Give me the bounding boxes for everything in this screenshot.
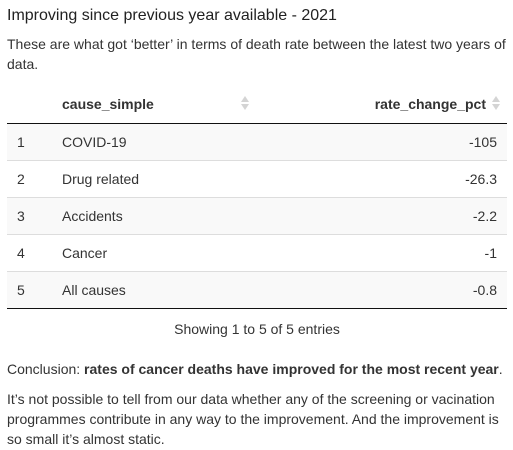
table-row[interactable]: 3 Accidents -2.2 xyxy=(7,197,507,234)
table-row[interactable]: 2 Drug related -26.3 xyxy=(7,160,507,197)
row-index: 4 xyxy=(17,245,25,261)
rate-change-cell: -26.3 xyxy=(465,171,497,187)
conclusion-prefix: Conclusion: xyxy=(7,361,85,377)
table-header: cause_simple rate_change_pct xyxy=(7,84,507,124)
data-table: cause_simple rate_change_pct 1 COVID-19 … xyxy=(7,84,507,309)
rate-change-cell: -105 xyxy=(468,134,497,150)
table-info: Showing 1 to 5 of 5 entries xyxy=(174,321,340,337)
conclusion-text: Conclusion: rates of cancer deaths have … xyxy=(7,359,512,379)
table-row[interactable]: 4 Cancer -1 xyxy=(7,234,507,271)
row-index: 2 xyxy=(17,171,25,187)
row-index: 3 xyxy=(17,208,25,224)
column-header-cause-simple[interactable]: cause_simple xyxy=(62,96,154,112)
rate-change-cell: -1 xyxy=(484,245,497,261)
explanation-paragraph: It’s not possible to tell from our data … xyxy=(7,391,499,447)
rate-change-cell: -2.2 xyxy=(472,208,497,224)
sort-icon[interactable] xyxy=(492,95,500,111)
row-index: 5 xyxy=(17,282,25,298)
conclusion-emphasis: rates of cancer deaths have improved for… xyxy=(84,361,499,377)
cause-cell: Drug related xyxy=(62,171,140,187)
intro-text: These are what got ‘better’ in terms of … xyxy=(7,36,506,72)
table-row[interactable]: 5 All causes -0.8 xyxy=(7,271,507,308)
table-body: 1 COVID-19 -105 2 Drug related -26.3 3 A… xyxy=(7,124,507,309)
conclusion-suffix: . xyxy=(498,361,503,377)
cause-cell: Cancer xyxy=(62,245,108,261)
row-index: 1 xyxy=(17,134,25,150)
cause-cell: Accidents xyxy=(62,208,123,224)
cause-cell: All causes xyxy=(62,282,126,298)
column-header-rate-change-pct[interactable]: rate_change_pct xyxy=(374,96,486,112)
section-heading: Improving since previous year available … xyxy=(7,7,337,24)
cause-cell: COVID-19 xyxy=(62,134,127,150)
rate-change-cell: -0.8 xyxy=(472,282,497,298)
table-row[interactable]: 1 COVID-19 -105 xyxy=(7,124,507,160)
sort-icon[interactable] xyxy=(241,95,249,111)
